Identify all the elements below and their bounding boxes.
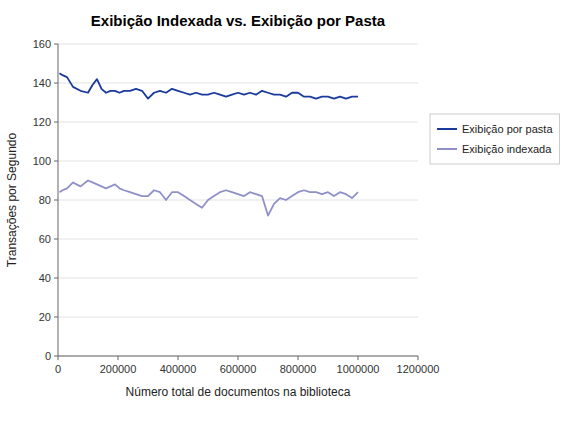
y-tick [54,161,58,162]
y-tick-label: 60 [39,233,51,245]
x-tick-label: 800000 [280,363,317,375]
y-tick-label: 120 [33,116,51,128]
chart: 0 20 40 60 80 100 120 140 160 0 200000 400000 600000… [0,0,569,421]
x-tick [358,356,359,360]
grid-line [58,122,418,123]
y-tick-label: 100 [33,155,51,167]
y-tick-label: 20 [39,311,51,323]
y-tick-label: 40 [39,272,51,284]
x-axis-label: Número total de documentos na biblioteca [126,385,351,399]
grid-line [58,317,418,318]
legend-swatch [437,148,457,150]
grid-line [58,44,418,45]
y-tick [54,239,58,240]
grid-line [58,278,418,279]
y-tick [54,278,58,279]
y-tick-label: 80 [39,194,51,206]
grid-line [58,200,418,201]
legend-box [430,114,560,164]
x-axis [58,356,418,357]
grid-line [58,161,418,162]
legend-label: Exibição indexada [462,143,552,155]
y-axis [58,44,59,356]
x-tick [118,356,119,360]
x-tick-label: 200000 [100,363,137,375]
grid-line [58,83,418,84]
y-tick [54,44,58,45]
x-tick-label: 400000 [160,363,197,375]
line [60,73,359,98]
grid-line [58,239,418,240]
legend-label: Exibição por pasta [462,123,553,135]
grid-line [58,356,418,357]
x-tick [418,356,419,360]
x-tick-label: 600000 [220,363,257,375]
y-tick [54,317,58,318]
x-tick [298,356,299,360]
y-tick [54,356,58,357]
x-tick [178,356,179,360]
line [60,181,359,216]
x-tick [58,356,59,360]
y-tick-label: 140 [33,77,51,89]
x-tick [238,356,239,360]
legend: Exibição por pasta Exibição indexada [430,114,560,164]
y-axis-label: Transações por Segundo [5,133,19,268]
y-tick [54,200,58,201]
y-tick [54,83,58,84]
legend-swatch [437,128,457,130]
x-tick-label: 1200000 [397,363,440,375]
y-tick-label: 160 [33,38,51,50]
plot-area [60,73,359,215]
x-tick-label: 0 [55,363,61,375]
title: Exibição Indexada vs. Exibição por Pasta [91,12,386,29]
x-tick-label: 1000000 [337,363,380,375]
y-tick-label: 0 [45,350,51,362]
y-tick [54,122,58,123]
